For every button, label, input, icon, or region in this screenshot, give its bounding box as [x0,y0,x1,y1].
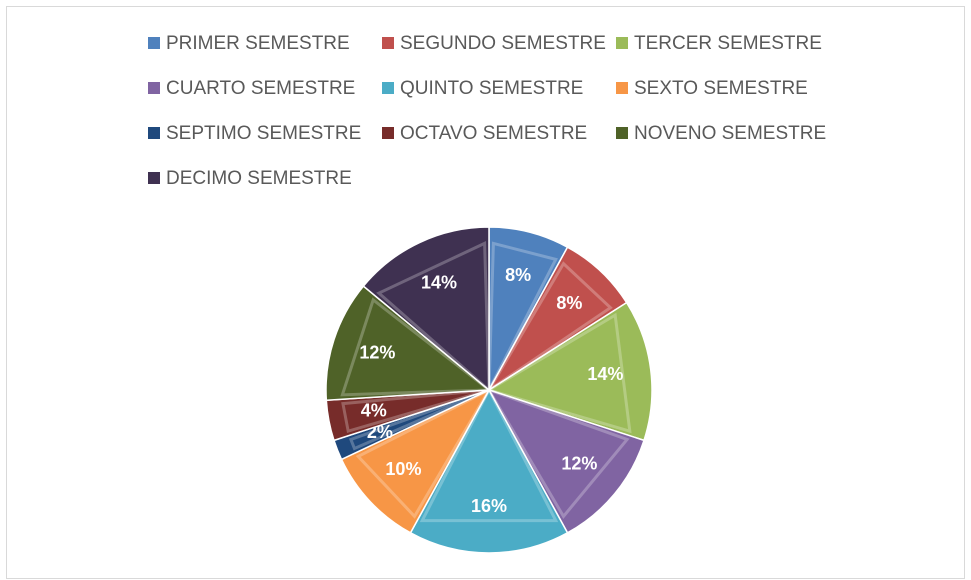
legend-label: DECIMO SEMESTRE [166,168,352,189]
legend-label: SEPTIMO SEMESTRE [166,123,361,144]
pie-slice [340,388,491,534]
legend-swatch [382,37,394,49]
pie-slice [362,226,490,392]
data-label: 8% [556,293,582,313]
legend-swatch [148,82,160,94]
slice-bevel [485,312,632,434]
legend-label: OCTAVO SEMESTRE [400,123,587,144]
legend-swatch [382,82,394,94]
pie-slice [487,301,653,442]
data-label: 12% [561,454,597,474]
legend-label: TERCER SEMESTRE [634,33,822,54]
legend-swatch [148,172,160,184]
legend-swatch [616,37,628,49]
data-label: 8% [505,265,531,285]
data-label: 12% [359,342,395,362]
pie-slice [487,388,645,534]
data-label: 14% [421,273,457,293]
data-label: 4% [361,401,387,421]
data-label: 10% [385,459,421,479]
legend-swatch [382,127,394,139]
legend-label: NOVENO SEMESTRE [634,123,826,144]
legend-swatch [616,127,628,139]
legend-label: SEXTO SEMESTRE [634,78,808,99]
legend-label: SEGUNDO SEMESTRE [400,33,606,54]
legend-swatch [616,82,628,94]
slice-bevel [419,386,559,523]
slice-bevel [376,241,491,394]
slice-bevel [348,388,490,451]
pie-slice [325,285,491,402]
data-label: 16% [471,496,507,516]
slice-bevel [487,241,558,391]
slice-bevel [355,386,493,519]
legend-label: CUARTO SEMESTRE [166,78,355,99]
slice-bevel [341,388,490,434]
slice-bevel [485,387,630,519]
legend-swatch [148,37,160,49]
data-label: 14% [587,364,623,384]
legend-label: QUINTO SEMESTRE [400,78,583,99]
slice-bevel [340,297,494,397]
legend-swatch [148,127,160,139]
pie-slice [409,388,569,554]
legend-label: PRIMER SEMESTRE [166,33,350,54]
slice-bevel [487,261,613,392]
